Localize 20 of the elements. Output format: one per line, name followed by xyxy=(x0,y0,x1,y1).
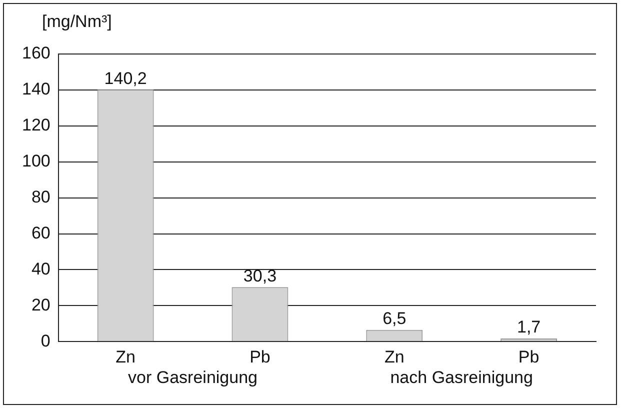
y-tick-label: 60 xyxy=(31,223,50,242)
x-tick-label: Zn xyxy=(116,347,136,366)
x-tick-label: Pb xyxy=(250,347,270,366)
y-tick-label: 100 xyxy=(22,152,50,171)
text: nach Gasreinigung xyxy=(390,368,533,387)
x-tick-label: Zn xyxy=(384,347,404,366)
y-axis-title: [mg/Nm³] xyxy=(42,12,112,32)
y-tick-label: 20 xyxy=(31,295,50,314)
text: vor Gasreinigung xyxy=(128,368,258,387)
y-tick-label: 40 xyxy=(31,259,50,278)
x-tick-label: Pb xyxy=(518,347,540,366)
y-tick-label: 80 xyxy=(31,187,50,206)
y-tick-label: 160 xyxy=(22,44,50,63)
data-label: 140,2 xyxy=(104,68,147,88)
y-tick-label: 120 xyxy=(22,116,50,135)
y-tick-label: 140 xyxy=(22,80,50,99)
data-label: 30,3 xyxy=(243,266,277,286)
data-label: 6,5 xyxy=(382,309,406,328)
data-label: 1,7 xyxy=(516,318,541,337)
y-tick-label: 0 xyxy=(40,331,50,350)
